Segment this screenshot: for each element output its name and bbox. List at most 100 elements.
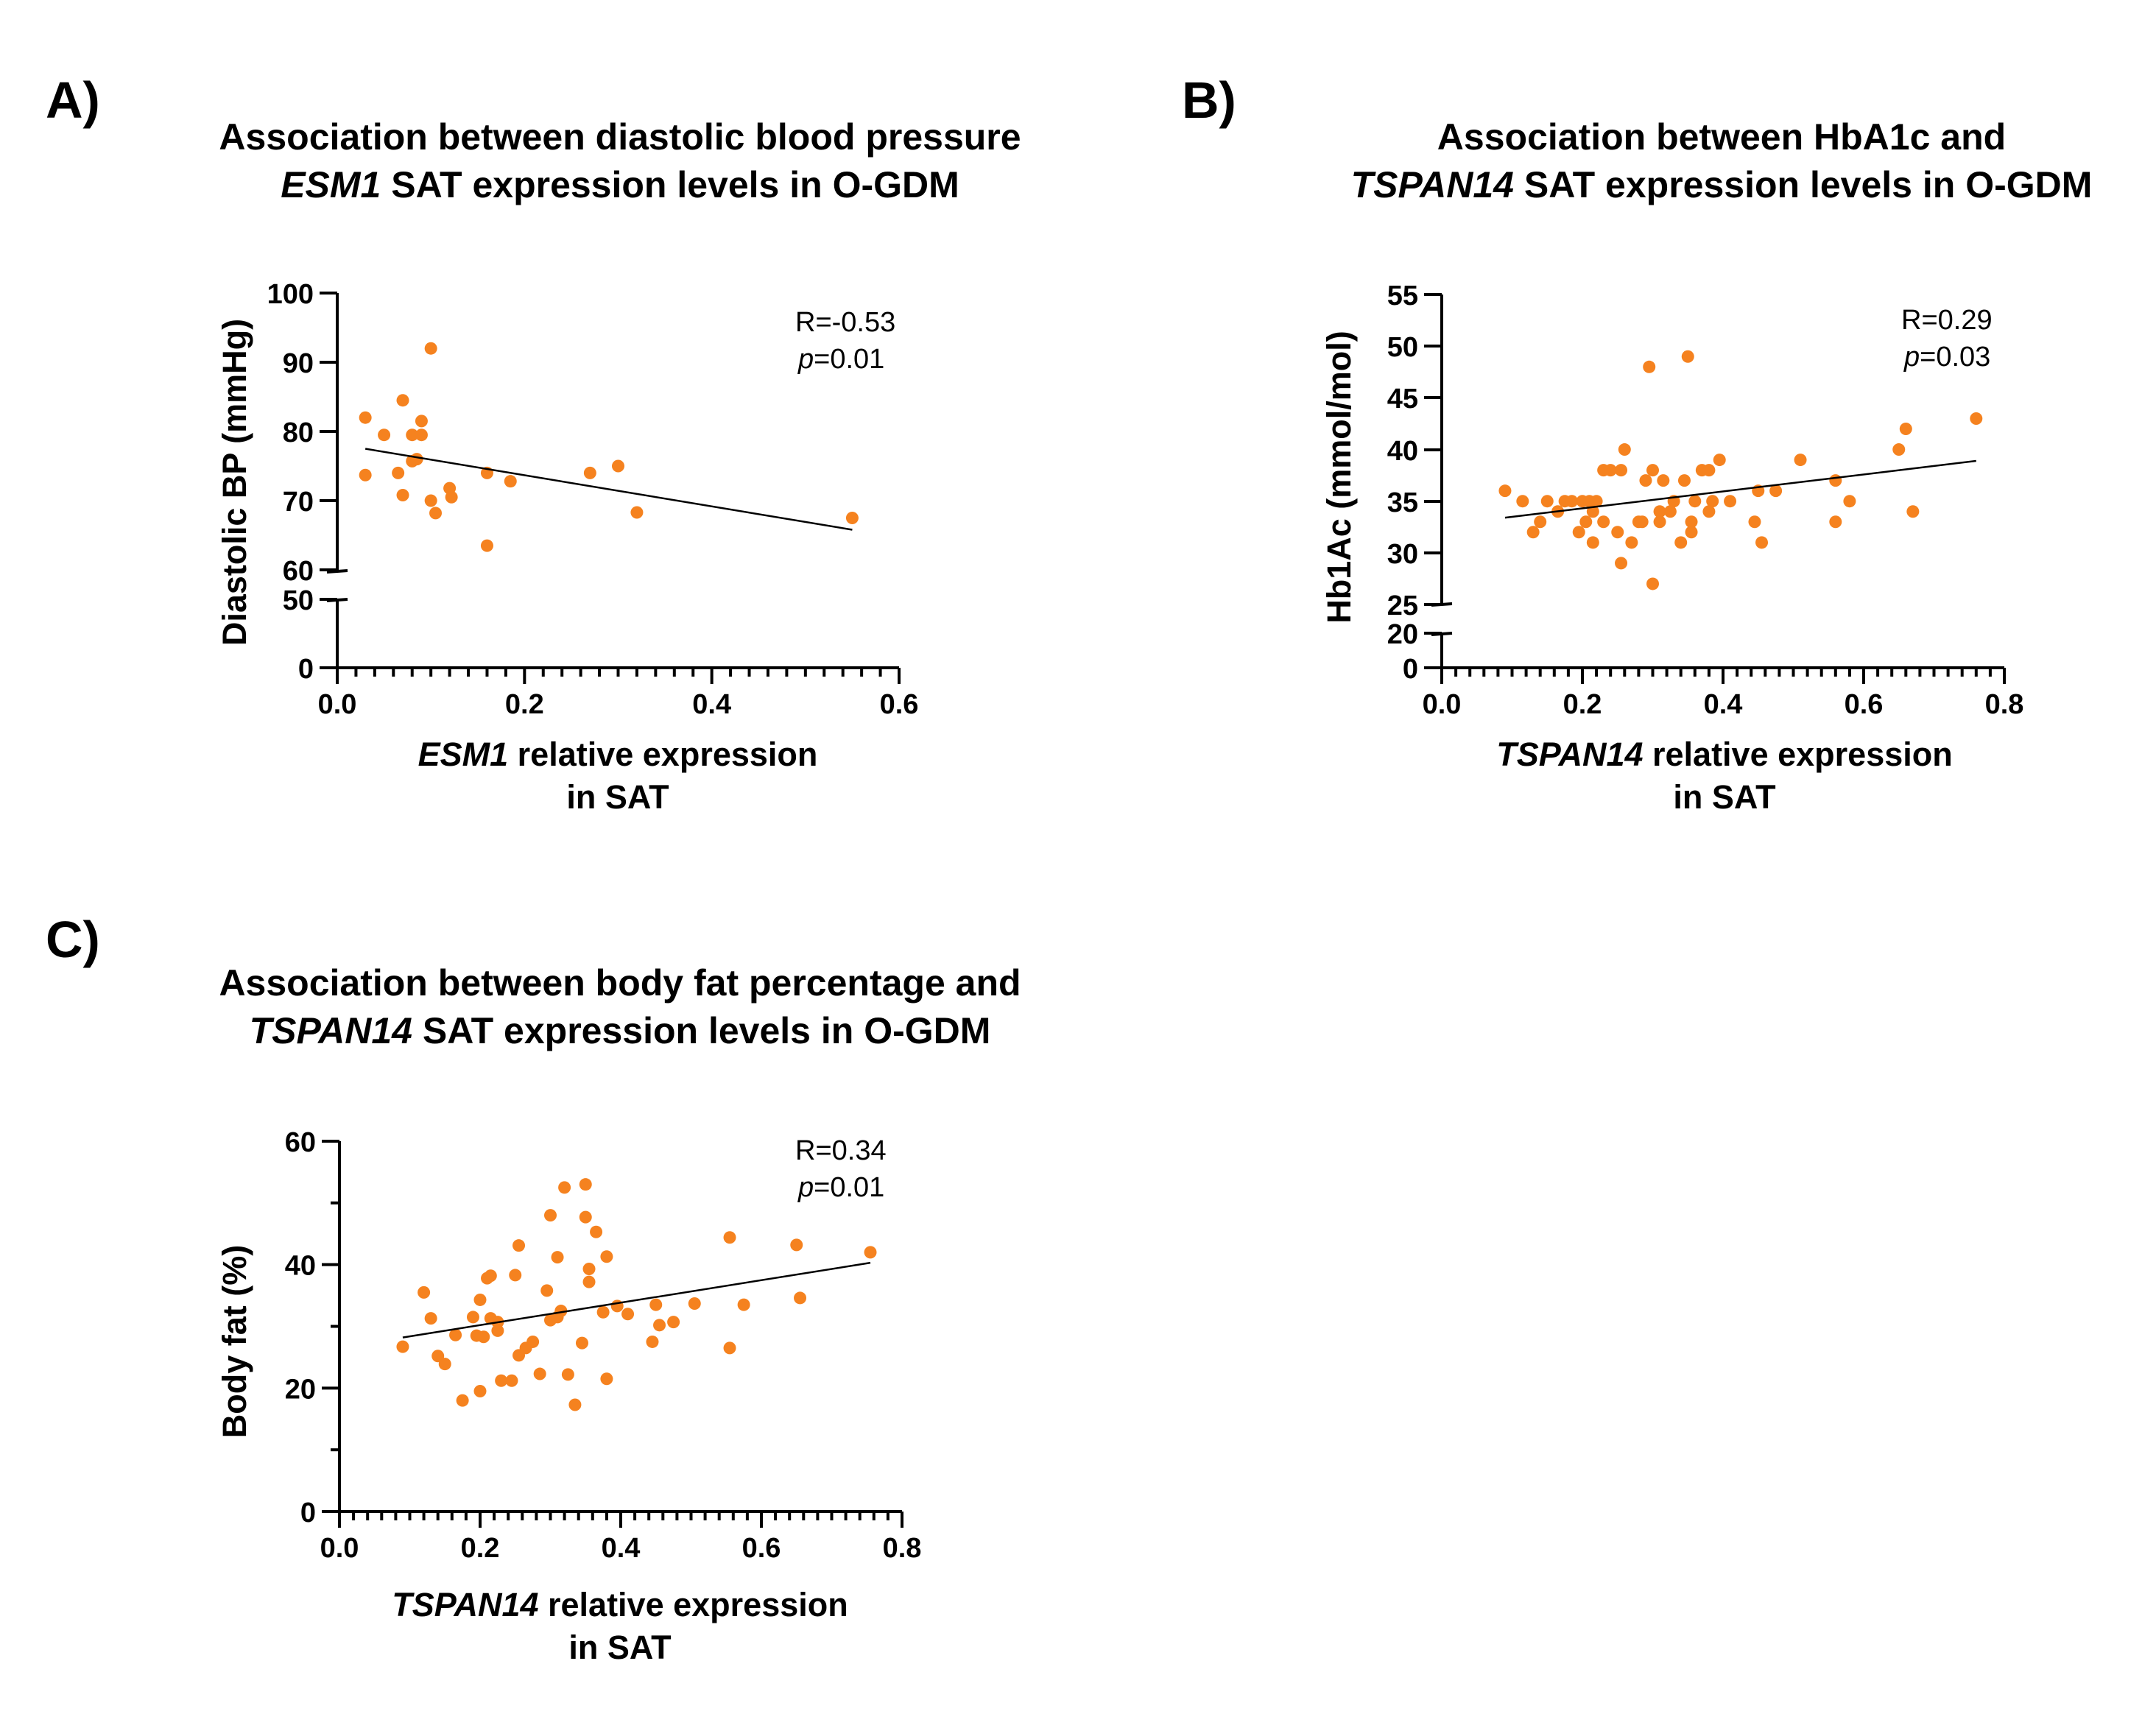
panel-a-title-line2: ESM1 SAT expression levels in O-GDM — [281, 164, 959, 205]
panel-b-data-point — [1604, 464, 1617, 477]
panel-a-points — [359, 342, 859, 552]
panel-c-data-point — [396, 1340, 409, 1353]
panel-a-data-point — [410, 453, 423, 466]
panel-c-data-point — [505, 1374, 518, 1387]
panel-c-points — [396, 1178, 877, 1411]
panel-a-data-point — [396, 488, 409, 501]
panel-b-ytick-label-55: 55 — [1387, 281, 1418, 311]
panel-b-ytick-label-20: 20 — [1387, 619, 1418, 650]
panel-a-data-point — [378, 428, 391, 442]
panel-b-data-point — [1685, 515, 1698, 529]
panel-b-xtick-label: 0.0 — [1423, 689, 1462, 720]
panel-a-ytick-label-60: 60 — [283, 556, 314, 587]
panel-b-data-point — [1653, 505, 1666, 518]
panel-b-title-rest: SAT expression levels in O-GDM — [1514, 164, 2092, 205]
panel-b-data-point — [1892, 443, 1906, 456]
panel-a-ytick-label-90: 90 — [283, 348, 314, 379]
panel-c-data-point — [790, 1238, 803, 1252]
panel-a-ytick-label-50: 50 — [283, 585, 314, 616]
panel-a-p-number: =0.01 — [814, 344, 884, 375]
panel-b-ytick-label-45: 45 — [1387, 384, 1418, 415]
panel-c-p-symbol: p — [797, 1172, 814, 1203]
panel-a-x-ticks: 0.0 0.2 0.4 0.6 — [318, 668, 918, 720]
panel-b-data-point — [1755, 536, 1769, 549]
panel-c-data-point — [600, 1250, 613, 1263]
panel-b-data-point — [1702, 505, 1716, 518]
panel-b-ytick-label-25: 25 — [1387, 590, 1418, 621]
panel-b-xtick-label: 0.6 — [1845, 689, 1884, 720]
panel-a-xtick-label: 0.4 — [692, 689, 731, 720]
panel-c-title-rest: SAT expression levels in O-GDM — [412, 1010, 990, 1051]
panel-b-xlabel-line1: TSPAN14 relative expression — [1496, 736, 1952, 773]
panel-c-data-point — [688, 1297, 701, 1310]
panel-b-data-point — [1579, 515, 1593, 529]
panel-b-data-point — [1639, 474, 1652, 487]
panel-b: B) Association between HbA1c and TSPAN14… — [1182, 71, 2092, 816]
panel-a-data-point — [359, 468, 372, 482]
panel-b-data-point — [1643, 360, 1656, 373]
panel-a-ytick-label-80: 80 — [283, 417, 314, 448]
panel-c-data-point — [737, 1298, 750, 1311]
panel-c-ytick-label: 40 — [285, 1251, 316, 1282]
panel-b-data-point — [1646, 577, 1659, 590]
panel-c-data-point — [653, 1319, 666, 1332]
panel-c-trendline — [402, 1261, 871, 1339]
panel-b-data-point — [1618, 443, 1631, 456]
panel-b-data-point — [1663, 505, 1677, 518]
panel-c-data-point — [466, 1311, 479, 1324]
panel-c-data-point — [558, 1181, 571, 1194]
panel-c-data-point — [579, 1210, 592, 1224]
panel-a-letter: A) — [46, 71, 100, 129]
panel-c-ylabel: Body fat (%) — [216, 1245, 253, 1439]
panel-b-data-point — [1516, 495, 1529, 508]
panel-b-data-point — [1565, 495, 1579, 508]
panel-b-data-point — [1970, 412, 1983, 425]
panel-c-data-point — [456, 1394, 469, 1407]
panel-a-xlabel-gene: ESM1 — [418, 736, 509, 773]
panel-c-data-point — [554, 1305, 568, 1318]
panel-c-data-point — [509, 1269, 522, 1282]
panel-c-data-point — [621, 1308, 635, 1321]
panel-b-data-point — [1572, 526, 1585, 539]
panel-c-data-point — [477, 1330, 490, 1344]
panel-b-data-point — [1615, 464, 1628, 477]
panel-c-data-point — [582, 1275, 596, 1288]
panel-b-data-point — [1498, 484, 1512, 498]
panel-c-data-point — [579, 1178, 592, 1191]
panel-c-data-point — [561, 1368, 574, 1381]
panel-a-data-point — [445, 490, 458, 504]
panel-b-x-ticks: 0.0 0.2 0.4 0.6 0.8 — [1423, 668, 2023, 720]
panel-b-data-point — [1590, 495, 1603, 508]
panel-b-data-point — [1681, 350, 1694, 363]
panel-c-data-point — [596, 1305, 610, 1319]
panel-c-data-point — [723, 1341, 736, 1355]
panel-a-data-point — [406, 428, 419, 442]
panel-b-data-point — [1657, 474, 1670, 487]
panel-b-xlabel-line2: in SAT — [1673, 778, 1775, 816]
panel-c-data-point — [568, 1398, 582, 1411]
panel-c-data-point — [646, 1335, 659, 1348]
panel-c-p-number: =0.01 — [814, 1172, 884, 1203]
panel-a-title-line1: Association between diastolic blood pres… — [219, 116, 1021, 158]
panel-c-data-point — [667, 1316, 680, 1329]
panel-b-ylabel: Hb1Ac (mmol/mol) — [1320, 331, 1358, 624]
panel-c-data-point — [533, 1367, 546, 1380]
panel-b-data-point — [1702, 464, 1716, 477]
panel-a-data-point — [480, 539, 493, 552]
panel-c-ytick-label: 20 — [285, 1374, 316, 1405]
panel-c-data-point — [484, 1269, 497, 1283]
panel-b-data-point — [1615, 557, 1628, 570]
panel-b-ytick-label-50: 50 — [1387, 332, 1418, 363]
panel-c-xlabel-gene: TSPAN14 — [392, 1586, 538, 1623]
panel-c: C) Association between body fat percenta… — [46, 911, 1021, 1666]
panel-b-xlabel-gene: TSPAN14 — [1496, 736, 1643, 773]
panel-c-data-point — [723, 1231, 736, 1244]
panel-b-data-point — [1586, 536, 1599, 549]
panel-b-p-symbol: p — [1903, 342, 1920, 373]
panel-b-data-point — [1769, 484, 1783, 498]
panel-b-data-point — [1677, 474, 1691, 487]
panel-a-p-symbol: p — [797, 344, 814, 375]
panel-c-letter: C) — [46, 911, 100, 968]
panel-c-r-value: R=0.34 — [795, 1135, 887, 1166]
